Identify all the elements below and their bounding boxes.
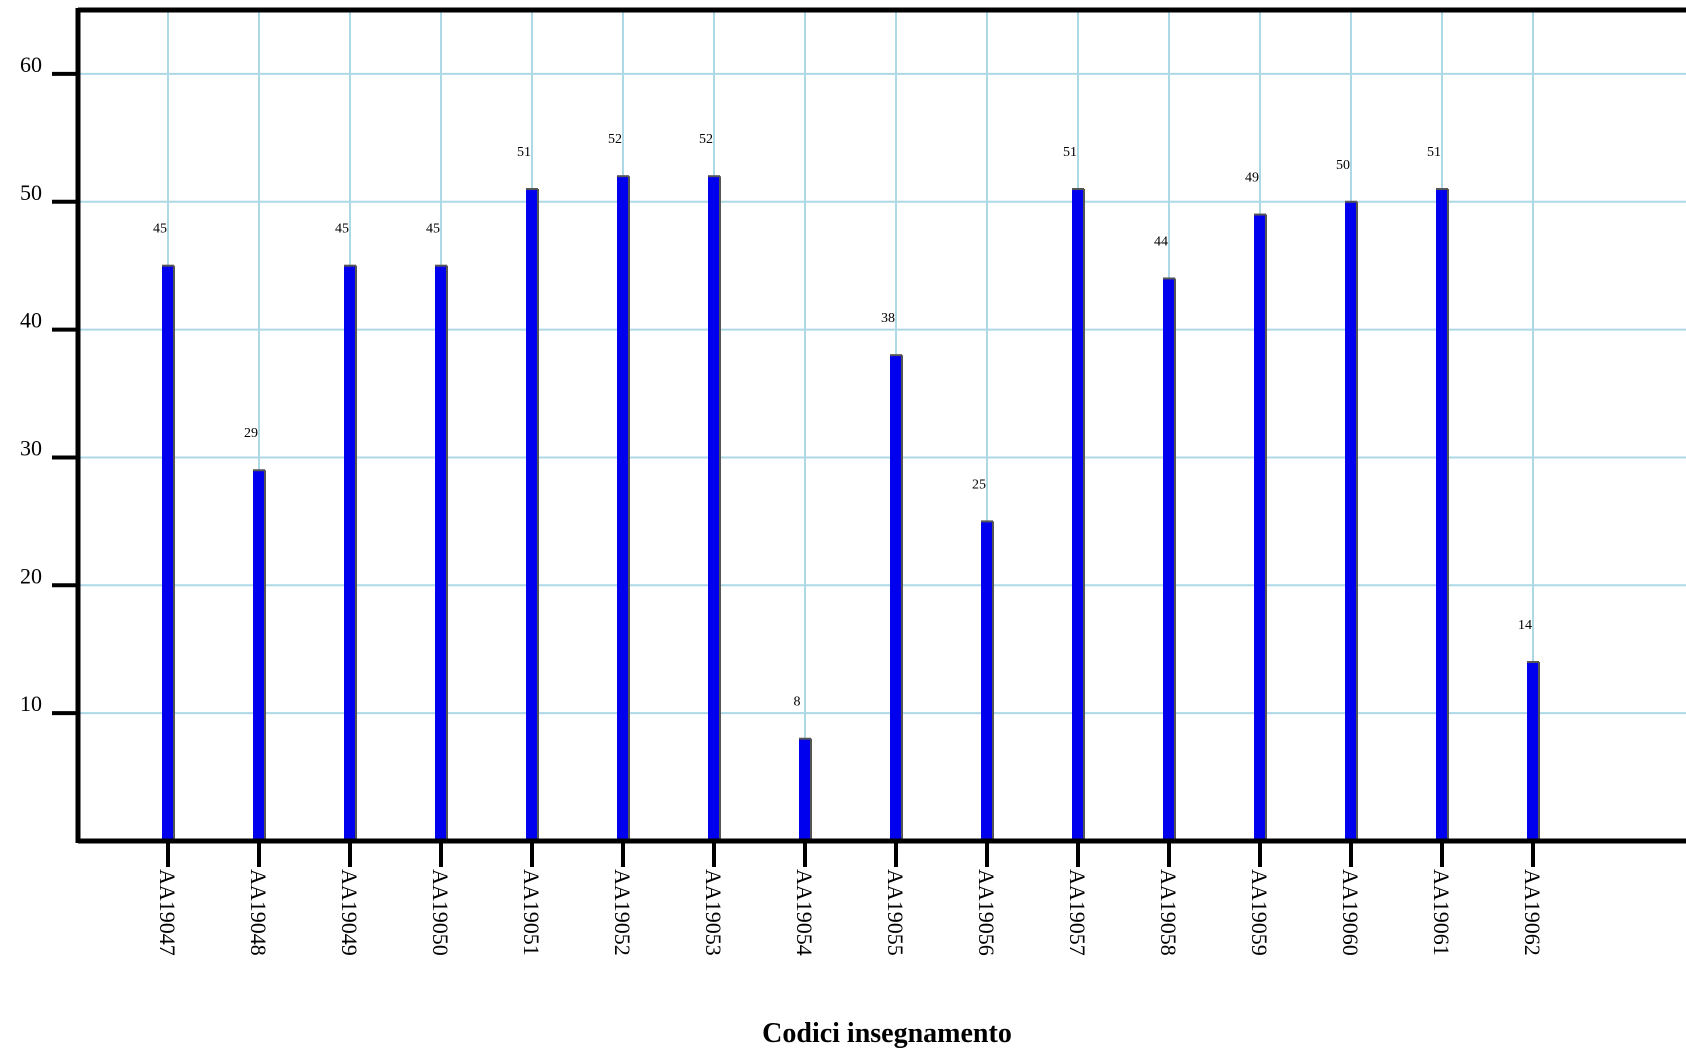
bar-AA19061 <box>1436 188 1448 841</box>
category-label: AA19054 <box>792 869 817 956</box>
data-label: 29 <box>244 426 258 441</box>
labels: 10 20 30 40 50 60 45 AA19047 29 AA19048 45 AA19049 4… <box>20 52 1545 956</box>
category-label: AA19062 <box>1520 869 1545 956</box>
category-label: AA19049 <box>337 869 362 956</box>
category-label: AA19052 <box>610 869 635 956</box>
bar-AA19047 <box>162 265 174 841</box>
data-label: 52 <box>699 132 713 147</box>
bar-AA19060 <box>1345 201 1357 841</box>
bar-AA19054 <box>799 738 811 841</box>
category-label: AA19050 <box>428 869 453 956</box>
data-label: 45 <box>335 222 349 237</box>
data-label: 51 <box>517 145 531 160</box>
data-label: 14 <box>1518 618 1532 633</box>
bar-AA19049 <box>344 265 356 841</box>
data-label: 44 <box>1154 234 1168 249</box>
y-tick-label: 20 <box>20 563 42 588</box>
bar-AA19056 <box>981 521 993 841</box>
bar-AA19058 <box>1163 278 1175 841</box>
category-label: AA19061 <box>1429 869 1454 956</box>
category-label: AA19059 <box>1247 869 1272 956</box>
y-tick-label: 30 <box>20 435 42 460</box>
y-tick-label: 10 <box>20 691 42 716</box>
category-label: AA19056 <box>974 869 999 956</box>
bar-AA19052 <box>617 176 629 841</box>
data-label: 38 <box>881 311 895 326</box>
data-label: 45 <box>426 222 440 237</box>
bars <box>162 175 1540 842</box>
x-axis-title: Codici insegnamento <box>762 1018 1012 1049</box>
bar-AA19053 <box>708 176 720 841</box>
bar-AA19062 <box>1527 662 1539 841</box>
data-label: 51 <box>1063 145 1077 160</box>
data-label: 8 <box>794 695 801 710</box>
category-label: AA19047 <box>155 869 180 956</box>
bar-AA19057 <box>1072 188 1084 841</box>
category-label: AA19048 <box>246 869 271 956</box>
y-tick-label: 40 <box>20 308 42 333</box>
axes <box>52 7 1686 867</box>
category-label: AA19060 <box>1338 869 1363 956</box>
category-label: AA19057 <box>1065 869 1090 956</box>
bar-AA19051 <box>526 188 538 841</box>
bar-AA19055 <box>890 355 902 841</box>
bar-AA19059 <box>1254 214 1266 842</box>
data-label: 25 <box>972 477 986 492</box>
data-label: 51 <box>1427 145 1441 160</box>
data-label: 45 <box>153 222 167 237</box>
data-label: 52 <box>608 132 622 147</box>
bar-AA19050 <box>435 265 447 841</box>
y-tick-label: 50 <box>20 180 42 205</box>
data-label: 50 <box>1336 158 1350 173</box>
category-label: AA19055 <box>883 869 908 956</box>
category-label: AA19058 <box>1156 869 1181 956</box>
category-label: AA19053 <box>701 869 726 956</box>
category-label: AA19051 <box>519 869 544 956</box>
y-tick-label: 60 <box>20 52 42 77</box>
data-label: 49 <box>1245 171 1259 186</box>
bar-AA19048 <box>253 470 265 841</box>
